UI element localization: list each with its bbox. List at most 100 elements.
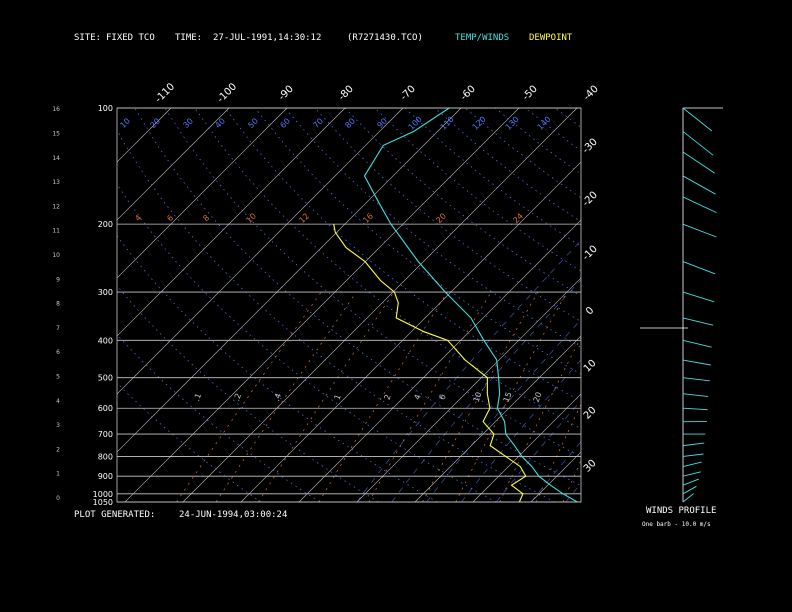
height-tick-label: 8: [56, 301, 60, 308]
isotherm-line: [647, 108, 792, 502]
mixing-ratio-tick-label: .4: [272, 392, 283, 402]
dry-adiabat-line: [434, 108, 581, 223]
moist-adiabat-line: [356, 239, 581, 502]
pressure-tick-label: 100: [98, 104, 113, 113]
theta-tick-label: 140: [536, 115, 553, 132]
background-grid: [0, 108, 792, 502]
height-tick-label: 1: [56, 471, 60, 478]
dry-adiabat-line: [194, 108, 581, 430]
wind-barb: [682, 442, 705, 447]
theta-e-tick-label: 10: [244, 211, 258, 225]
theta-e-tick-label: 24: [511, 211, 525, 225]
theta-tick-label: 90: [375, 116, 389, 130]
mixing-ratio-line: [176, 291, 322, 502]
site-label: SITE:: [74, 33, 102, 43]
pressure-tick-label: 400: [98, 336, 113, 345]
wind-barb: [682, 131, 714, 156]
moist-adiabat-line: [530, 441, 581, 502]
temp-top-tick-label: -110: [153, 81, 177, 105]
isotherm-line: [117, 108, 230, 221]
theta-tick-label: 120: [471, 115, 488, 132]
dewpoint-series-line: [333, 223, 527, 502]
theta-tick-label: 10: [118, 116, 132, 130]
temp-right-tick-label: -30: [581, 137, 600, 156]
mixing-ratio-tick-label: 20: [532, 391, 544, 404]
isobars: [116, 107, 582, 503]
dry-adiabat-line: [314, 108, 581, 322]
site-value: FIXED TCO: [106, 33, 155, 43]
pressure-tick-label: 300: [98, 288, 113, 297]
moist-adiabat-line: [426, 319, 581, 502]
temp-top-tick-label: -60: [459, 84, 478, 103]
moist-adiabat-line: [495, 400, 581, 502]
wind-barb: [682, 493, 694, 503]
isotherm-line: [472, 393, 581, 502]
dry-adiabat-line: [524, 108, 581, 152]
height-tick-label: 12: [52, 203, 60, 210]
plot-generated-value: 24-JUN-1994,03:00:24: [179, 510, 288, 520]
pressure-tick-label: 800: [98, 452, 113, 461]
legend-dewpoint: DEWPOINT: [529, 33, 573, 43]
wind-barb: [682, 317, 714, 326]
dry-adiabat-line: [494, 108, 581, 175]
height-tick-label: 2: [56, 446, 60, 453]
isotherm-line: [530, 451, 581, 502]
height-tick-label: 6: [56, 349, 60, 356]
isotherm-line: [0, 108, 55, 502]
dry-adiabat-line: [585, 108, 792, 502]
theta-tick-label: 130: [504, 115, 521, 132]
temp-top-tick-label: -40: [582, 84, 601, 103]
mixing-ratio-line: [215, 291, 357, 502]
dry-adiabat-line: [645, 108, 792, 502]
wind-barb: [682, 339, 712, 348]
wind-barb: [682, 407, 708, 411]
dry-adiabat-line: [464, 108, 581, 199]
pressure-tick-label: 500: [98, 374, 113, 383]
winds-profile-title: WINDS PROFILE: [646, 506, 717, 516]
wind-barb: [682, 151, 716, 174]
time-label: TIME:: [175, 33, 203, 43]
theta-tick-label: 50: [246, 116, 260, 130]
height-tick-label: 3: [56, 422, 60, 429]
height-tick-label: 7: [56, 325, 60, 332]
pressure-tick-label: 600: [98, 404, 113, 413]
dry-adiabat-line: [117, 334, 320, 502]
theta-tick-label: 70: [311, 116, 325, 130]
sounding-series: [333, 108, 578, 502]
height-tick-label: 4: [56, 398, 60, 405]
wind-barb: [682, 359, 711, 366]
isotherm-line: [117, 108, 172, 163]
height-tick-label: 16: [52, 106, 60, 113]
height-tick-label: 0: [56, 495, 60, 502]
plot-frame: [116, 107, 582, 503]
wind-barb: [682, 223, 717, 238]
isotherm-line: [182, 108, 578, 502]
theta-tick-label: 60: [278, 116, 292, 130]
height-tick-label: 13: [52, 179, 60, 186]
wind-barb: [682, 377, 710, 382]
height-tick-label: 11: [52, 228, 60, 235]
temp-top-tick-label: -50: [521, 84, 540, 103]
isotherm-line: [117, 108, 288, 279]
dry-adiabat-line: [117, 129, 556, 502]
temp-top-tick-label: -100: [215, 81, 239, 105]
pressure-tick-label: 200: [98, 220, 113, 229]
plot-generated-label: PLOT GENERATED:: [74, 510, 156, 520]
theta-tick-label: 110: [439, 115, 456, 132]
temp-top-tick-label: -70: [399, 84, 418, 103]
axis-labels: 1050100090080070060050040030020010001234…: [52, 81, 601, 507]
moist-adiabat-line: [391, 279, 581, 502]
pressure-tick-label: 700: [98, 430, 113, 439]
moist-adiabat-line: [565, 482, 581, 502]
mixing-ratio-tick-label: .2: [232, 392, 243, 402]
wind-barb: [682, 471, 702, 477]
theta-tick-label: 100: [407, 115, 424, 132]
wind-barb: [682, 478, 699, 486]
isotherm-line: [124, 108, 520, 502]
height-tick-label: 15: [52, 131, 60, 138]
dry-adiabat-line: [254, 108, 581, 375]
wind-barb: [682, 453, 704, 457]
dry-adiabat-line: [554, 108, 581, 128]
theta-e-tick-label: 8: [201, 213, 211, 223]
